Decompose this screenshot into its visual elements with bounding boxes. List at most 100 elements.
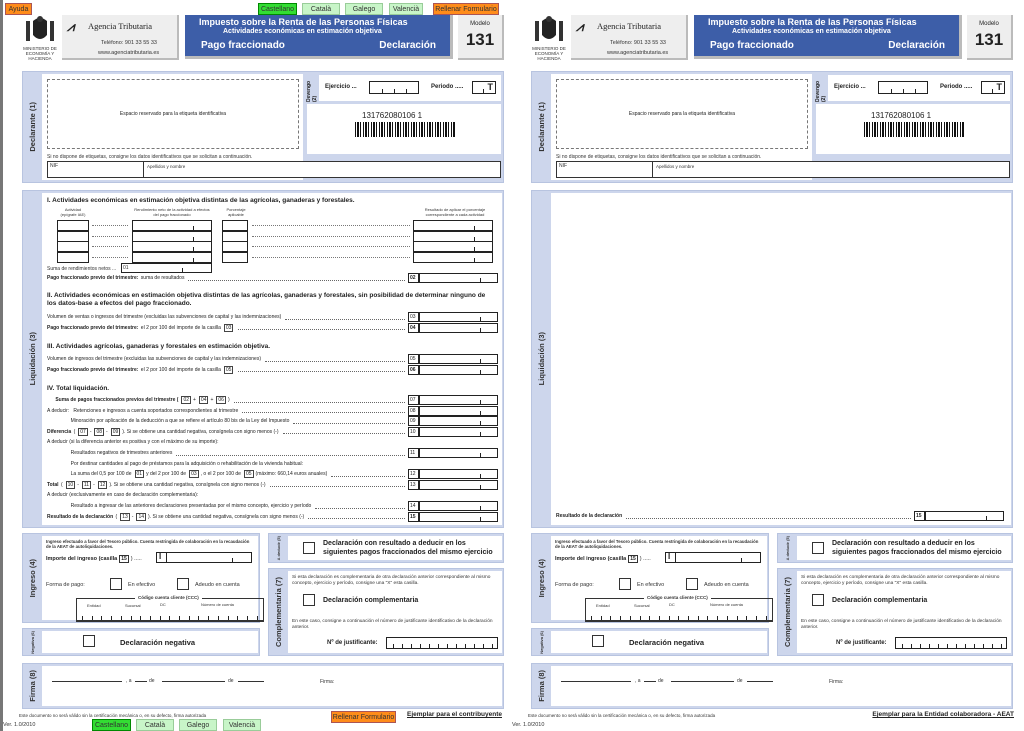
resultado-input[interactable]: [413, 220, 493, 231]
efectivo-checkbox[interactable]: [619, 578, 631, 590]
casilla-input-09[interactable]: [419, 416, 498, 427]
rendimiento-input[interactable]: [132, 220, 212, 231]
casilla-input-03[interactable]: [419, 312, 498, 322]
row-text: Por destinar cantidades al pago de prést…: [47, 460, 303, 467]
nif-input[interactable]: [48, 162, 144, 177]
fill-form-button-bottom[interactable]: Rellenar Formulario: [331, 711, 396, 723]
forma-pago-label: Forma de pago:: [555, 582, 594, 588]
casilla-input-15[interactable]: [925, 511, 1004, 521]
a-deducir-section: A deducir (5) Declaración con resultado …: [268, 533, 504, 563]
porcentaje-input[interactable]: [222, 251, 248, 263]
month-input[interactable]: [671, 681, 734, 682]
justificante-input[interactable]: [895, 637, 1007, 649]
dotted-leader: [238, 367, 405, 373]
rendimiento-input[interactable]: [132, 230, 212, 242]
row-text: Pago fraccionado previo del trimestre:: [47, 275, 139, 281]
porcentaje-input[interactable]: [222, 241, 248, 252]
ccc-input[interactable]: Código cuenta cliente (CCC) Entidad Sucu…: [76, 595, 264, 622]
fill-form-button[interactable]: Rellenar Formulario: [433, 3, 499, 15]
casilla-input-11[interactable]: [419, 448, 498, 458]
complementaria-checkbox[interactable]: [303, 594, 315, 606]
place-input[interactable]: [561, 681, 631, 682]
negativa-checkbox[interactable]: [83, 635, 95, 647]
lang-castellano-button-bottom[interactable]: Castellano: [92, 719, 131, 731]
casilla-code-05: 05: [408, 354, 419, 364]
row-text: Resultado de la declaración: [556, 513, 623, 519]
lang-castellano-button[interactable]: Castellano: [258, 3, 297, 15]
complementaria-checkbox[interactable]: [812, 594, 824, 606]
dc-label: DC: [669, 602, 675, 607]
casilla-input-07[interactable]: [419, 395, 498, 405]
row-text: -: [77, 481, 79, 488]
liquidacion-section: Liquidación (3) Resultado de la declarac…: [531, 190, 1013, 528]
resultado-input[interactable]: [413, 251, 493, 263]
efectivo-checkbox[interactable]: [110, 578, 122, 590]
apellidos-input[interactable]: [654, 162, 1009, 177]
adeudo-checkbox[interactable]: [177, 578, 189, 590]
nif-input[interactable]: [557, 162, 653, 177]
rendimiento-input[interactable]: [132, 251, 212, 263]
apellidos-input[interactable]: [145, 162, 500, 177]
importe-input[interactable]: I: [665, 552, 761, 563]
resultado-input[interactable]: [413, 241, 493, 252]
rendimiento-input[interactable]: [132, 241, 212, 252]
suma-rendimientos-input[interactable]: 01: [121, 263, 212, 273]
periodo-input[interactable]: T: [472, 81, 496, 94]
casilla-input-02[interactable]: [419, 273, 498, 283]
lang-galego-button-bottom[interactable]: Galego: [179, 719, 217, 731]
a-deducir-checkbox[interactable]: [303, 542, 315, 554]
year-input[interactable]: [238, 681, 264, 682]
porcentaje-input[interactable]: [222, 230, 248, 242]
help-button[interactable]: Ayuda: [5, 3, 32, 15]
lang-valencia-button-bottom[interactable]: Valencià: [223, 719, 261, 731]
ejercicio-input[interactable]: [878, 81, 928, 94]
actividad-input[interactable]: [57, 230, 89, 242]
dotted-leader: [238, 325, 405, 331]
casilla-input-14[interactable]: [419, 501, 498, 511]
entidad-label: Entidad: [596, 603, 610, 608]
importe-input[interactable]: I: [156, 552, 252, 563]
label-space[interactable]: Espacio reservado para la etiqueta ident…: [556, 79, 808, 149]
row-text: Resultados negativos de trimestres anter…: [47, 450, 173, 456]
casilla-input-15[interactable]: [419, 511, 498, 522]
lang-valencia-button[interactable]: Valencià: [389, 3, 423, 15]
casilla-input-04[interactable]: [419, 322, 498, 333]
justificante-input[interactable]: [386, 637, 498, 649]
ccc-input[interactable]: Código cuenta cliente (CCC) Entidad Sucu…: [585, 595, 773, 622]
liquidacion-row: La suma del 0,5 por 100 de 01 y del 2 por …: [47, 469, 498, 480]
resultado-input[interactable]: [413, 230, 493, 242]
day-input[interactable]: [135, 681, 147, 682]
month-input[interactable]: [162, 681, 225, 682]
ejercicio-input[interactable]: [369, 81, 419, 94]
day-input[interactable]: [644, 681, 656, 682]
agency-web[interactable]: www.agenciatributaria.es: [607, 50, 669, 56]
col-porcentaje: Porcentaje aplicable: [226, 207, 246, 217]
place-input[interactable]: [52, 681, 122, 682]
lang-catala-button[interactable]: Català: [302, 3, 340, 15]
lang-galego-button[interactable]: Galego: [345, 3, 383, 15]
title-pago: Pago fraccionado: [710, 40, 794, 51]
liquidacion-row: Resultado a ingresar de las anteriores d…: [47, 501, 498, 511]
label-space[interactable]: Espacio reservado para la etiqueta ident…: [47, 79, 299, 149]
negativa-checkbox[interactable]: [592, 635, 604, 647]
firma-de2: de: [737, 678, 743, 684]
year-input[interactable]: [747, 681, 773, 682]
lang-catala-button-bottom[interactable]: Català: [136, 719, 174, 731]
casilla-input-05[interactable]: [419, 354, 498, 364]
periodo-input[interactable]: T: [981, 81, 1005, 94]
actividad-input[interactable]: [57, 251, 89, 263]
agency-web[interactable]: www.agenciatributaria.es: [98, 50, 160, 56]
actividad-input[interactable]: [57, 241, 89, 252]
liquidacion-row: Diferencia (07-08-09). Si se obtiene una…: [47, 426, 498, 437]
dotted-leader: [176, 451, 405, 456]
actividad-input[interactable]: [57, 220, 89, 231]
row-text: Resultado de la declaración: [47, 513, 114, 520]
porcentaje-input[interactable]: [222, 220, 248, 231]
a-deducir-checkbox[interactable]: [812, 542, 824, 554]
casilla-input-06[interactable]: [419, 364, 498, 375]
casilla-input-08[interactable]: [419, 405, 498, 416]
casilla-input-12[interactable]: [419, 469, 498, 480]
casilla-input-13[interactable]: [419, 479, 498, 490]
adeudo-checkbox[interactable]: [686, 578, 698, 590]
casilla-input-10[interactable]: [419, 426, 498, 437]
